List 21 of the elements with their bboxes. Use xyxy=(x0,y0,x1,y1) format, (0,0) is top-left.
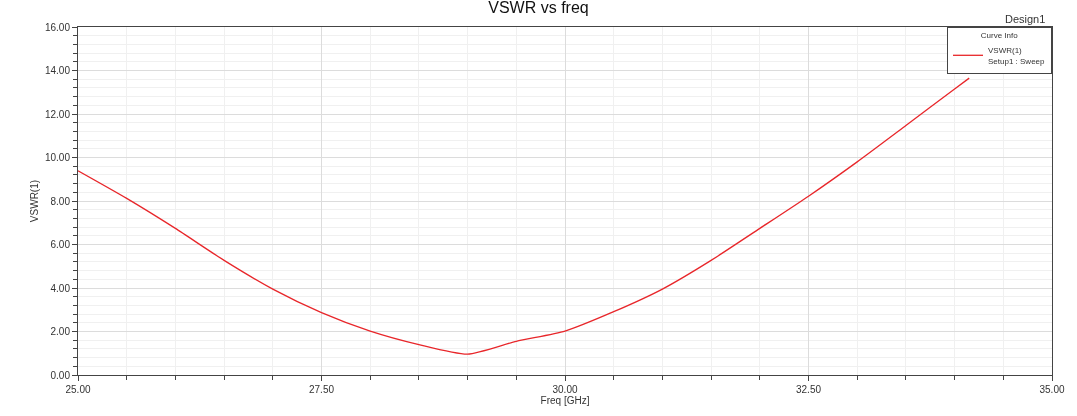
x-tick-label: 30.00 xyxy=(552,384,578,395)
x-tick-label: 32.50 xyxy=(795,384,822,395)
y-tick-label: 6.00 xyxy=(50,239,71,250)
y-tick-label: 16.00 xyxy=(44,21,71,33)
text: Design1 xyxy=(1005,13,1046,25)
y-tick-label: 14.00 xyxy=(44,65,71,76)
legend-label: VSWR(1) Setup1 : Sweep xyxy=(988,46,1046,66)
y-tick-label: 10.00 xyxy=(44,152,71,163)
y-tick-label: 8.00 xyxy=(50,195,71,207)
x-tick-label: 27.50 xyxy=(308,384,335,395)
x-tick-label: 25.00 xyxy=(65,384,91,395)
y-axis-title: VSWR(1) xyxy=(28,179,40,223)
line-series xyxy=(78,77,970,355)
y-tick-label: 2.00 xyxy=(50,326,71,337)
chart-title: VSWR vs freq xyxy=(488,0,589,17)
legend-title: Curve Info xyxy=(980,31,1019,41)
y-tick-label: 0.00 xyxy=(50,369,71,381)
y-tick-label: 12.00 xyxy=(44,108,71,120)
x-axis-title: Freq [GHz] xyxy=(540,395,590,406)
y-tick-label: 4.00 xyxy=(50,282,71,294)
x-tick-label: 35.00 xyxy=(1039,384,1065,395)
